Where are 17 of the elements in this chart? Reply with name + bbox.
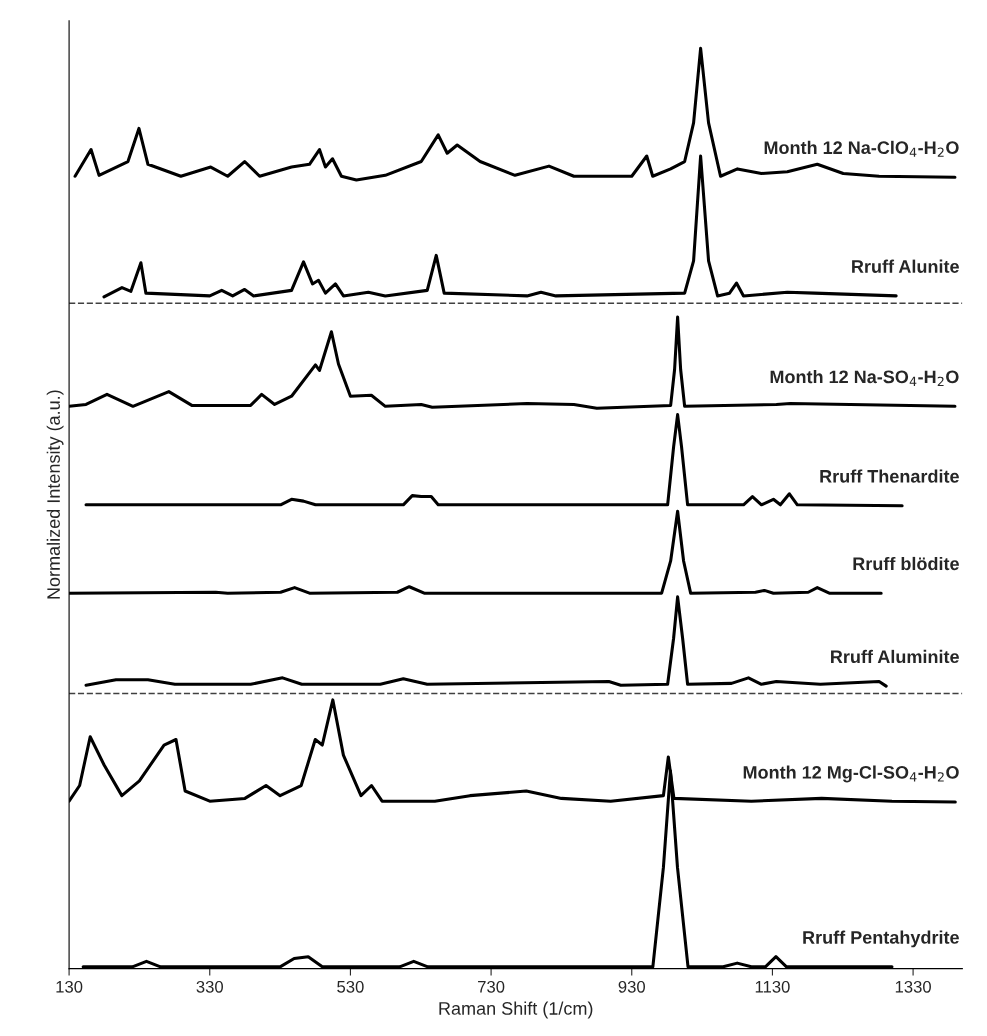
series-label: Rruff Pentahydrite [803, 930, 959, 948]
series-label: Rruff Alunite [852, 259, 959, 273]
x-tick-label: 130 [56, 980, 83, 993]
series-label: Month 12 Na-SO$_{4}$-H$_{2}$O [770, 369, 959, 387]
series-label: Rruff blödite [853, 556, 959, 571]
x-axis-title: Raman Shift (1/cm) [439, 1001, 593, 1019]
x-tick-label: 1130 [755, 980, 790, 993]
series-label: Month 12 Na-ClO$_{4}$-H$_{2}$O [764, 140, 959, 157]
x-tick-label: 730 [478, 980, 505, 993]
x-tick-label: 530 [337, 980, 364, 993]
x-tick-label: 330 [196, 980, 224, 993]
x-tick-label: 1330 [895, 980, 931, 993]
y-axis-title: Normalized Intensity (a.u.) [46, 390, 64, 599]
series-label: Month 12 Mg-Cl-SO$_{4}$-H$_{2}$O [743, 765, 959, 783]
series-label: Rruff Aluminite [831, 649, 959, 664]
x-tick-label: 930 [618, 980, 646, 993]
series-label: Rruff Thenardite [820, 469, 959, 483]
